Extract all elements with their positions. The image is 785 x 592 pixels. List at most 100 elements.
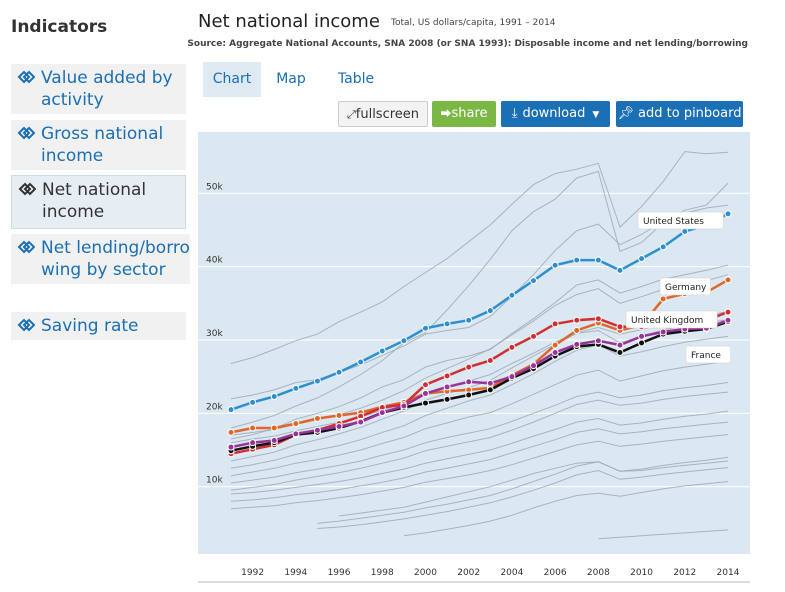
data-point [227, 443, 235, 451]
data-point [659, 328, 667, 336]
data-point [573, 256, 581, 264]
y-tick-label: 20k [206, 402, 223, 412]
double-chevron-icon [17, 318, 35, 332]
data-point [313, 377, 321, 385]
background-series-line [230, 264, 729, 440]
x-tick-label: 1994 [284, 568, 307, 578]
data-point [465, 391, 473, 399]
data-point [465, 363, 473, 371]
data-point [486, 307, 494, 315]
background-series-line [230, 170, 729, 429]
line-chart: 10k 20k 30k 40k 50k 1992 1994 1996 1998 2000 2002 2… [198, 132, 750, 583]
data-point [270, 392, 278, 400]
background-series-line [230, 410, 729, 495]
data-point [659, 243, 667, 251]
data-point [378, 409, 386, 417]
data-point [616, 348, 624, 356]
data-point [227, 406, 235, 414]
data-point [638, 339, 646, 347]
background-series-line [338, 460, 729, 517]
data-point [573, 316, 581, 324]
sidebar-item-label: Net lending/borrowing by sector [41, 238, 190, 280]
data-point [313, 426, 321, 434]
data-point [530, 277, 538, 285]
double-chevron-icon [17, 70, 35, 84]
sidebar-item-value-added[interactable]: Value added by activity [11, 64, 186, 114]
data-point [551, 341, 559, 349]
series-label-box [637, 211, 724, 230]
x-tick-label: 2002 [457, 568, 480, 578]
expand-icon: ⤢ [346, 108, 356, 121]
data-point [443, 383, 451, 391]
x-tick-label: 2006 [544, 568, 567, 578]
data-point [594, 337, 602, 345]
data-point [594, 315, 602, 323]
data-point [724, 210, 732, 218]
x-tick-label: 1996 [328, 568, 351, 578]
data-point [443, 320, 451, 328]
data-point [638, 332, 646, 340]
background-series-line [317, 456, 729, 524]
data-point [508, 343, 516, 351]
pin-icon: 📌︎ [617, 106, 635, 121]
download-button[interactable]: ⤓ download ▼ [501, 101, 610, 127]
y-tick-label: 30k [206, 329, 223, 339]
x-tick-label: 2010 [630, 568, 653, 578]
data-point [378, 347, 386, 355]
data-point [400, 337, 408, 345]
series-label: United Kingdom [631, 316, 703, 326]
data-point [659, 295, 667, 303]
background-series-line [598, 529, 729, 540]
sidebar-item-gross-national-income[interactable]: Gross national income [11, 120, 186, 170]
background-series-line [317, 467, 729, 529]
background-series-line [230, 310, 729, 444]
background-series-line [230, 391, 729, 491]
data-point [292, 420, 300, 428]
download-label: download [522, 106, 586, 121]
background-series-line [230, 360, 729, 477]
add-to-pinboard-button[interactable]: 📌︎ add to pinboard [616, 101, 743, 127]
data-point [227, 428, 235, 436]
tab-chart[interactable]: Chart [203, 62, 261, 97]
data-point [292, 430, 300, 438]
sidebar-item-net-national-income[interactable]: Net national income [11, 175, 186, 229]
page-subtitle: Total, US dollars/capita, 1991 – 2014 [391, 18, 556, 28]
series-label: Germany [665, 283, 707, 293]
series-label-box [659, 277, 711, 296]
x-tick-label: 2012 [673, 568, 696, 578]
source-note: Source: Aggregate National Accounts, SNA… [187, 39, 748, 49]
share-button[interactable]: ⮕share [432, 101, 496, 127]
background-series-line [230, 434, 729, 510]
y-tick-label: 50k [206, 182, 223, 192]
data-point [530, 362, 538, 370]
data-point [594, 256, 602, 264]
data-point [486, 357, 494, 365]
data-point [249, 398, 257, 406]
double-chevron-icon [17, 240, 35, 254]
data-point [292, 384, 300, 392]
data-point [421, 399, 429, 407]
data-point [724, 308, 732, 316]
fullscreen-button[interactable]: ⤢fullscreen [338, 101, 428, 127]
sidebar-item-saving-rate[interactable]: Saving rate [11, 312, 186, 340]
data-point [573, 326, 581, 334]
series-label: France [691, 351, 721, 361]
data-point [335, 412, 343, 420]
data-point [638, 255, 646, 263]
series-label: United States [643, 217, 704, 227]
sidebar-item-net-lending[interactable]: Net lending/borrowing by sector [11, 234, 190, 284]
sidebar-item-label: Saving rate [41, 316, 139, 336]
data-point [724, 276, 732, 284]
data-point [421, 324, 429, 332]
series-line [230, 320, 729, 452]
pin-label: add to pinboard [638, 106, 742, 121]
y-tick-label: 10k [206, 476, 223, 486]
data-point [486, 386, 494, 394]
x-tick-label: 2014 [717, 568, 740, 578]
x-tick-label: 1992 [241, 568, 264, 578]
tab-table[interactable]: Table [337, 71, 375, 87]
series-label-box [625, 310, 718, 329]
data-point [400, 402, 408, 410]
chart-area: 10k 20k 30k 40k 50k 1992 1994 1996 1998 2000 2002 2… [198, 132, 750, 588]
tab-map[interactable]: Map [276, 71, 306, 87]
